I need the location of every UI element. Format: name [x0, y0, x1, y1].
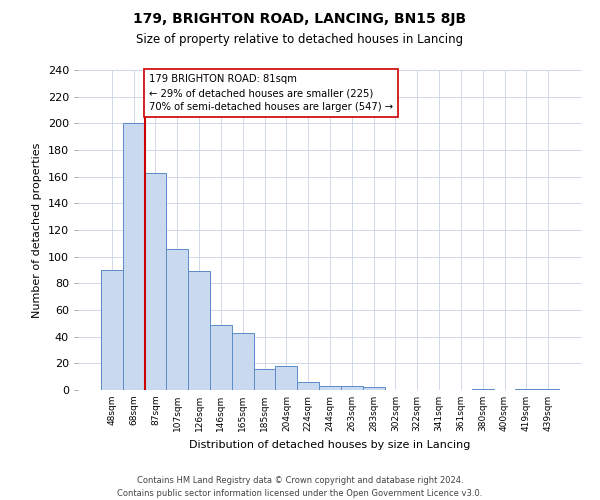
Bar	[254, 368, 275, 390]
Bar	[537, 388, 559, 390]
Bar	[472, 388, 494, 390]
Bar	[341, 386, 363, 390]
Bar	[363, 388, 385, 390]
Bar	[188, 272, 210, 390]
Bar	[297, 382, 319, 390]
Bar	[319, 386, 341, 390]
Bar	[166, 248, 188, 390]
Bar	[515, 388, 537, 390]
Bar	[145, 172, 166, 390]
Text: Size of property relative to detached houses in Lancing: Size of property relative to detached ho…	[136, 32, 464, 46]
Text: 179 BRIGHTON ROAD: 81sqm
← 29% of detached houses are smaller (225)
70% of semi-: 179 BRIGHTON ROAD: 81sqm ← 29% of detach…	[149, 74, 393, 112]
Bar	[232, 332, 254, 390]
Y-axis label: Number of detached properties: Number of detached properties	[32, 142, 42, 318]
Text: 179, BRIGHTON ROAD, LANCING, BN15 8JB: 179, BRIGHTON ROAD, LANCING, BN15 8JB	[133, 12, 467, 26]
Bar	[101, 270, 123, 390]
Bar	[275, 366, 297, 390]
Bar	[123, 124, 145, 390]
Bar	[210, 324, 232, 390]
Text: Contains HM Land Registry data © Crown copyright and database right 2024.
Contai: Contains HM Land Registry data © Crown c…	[118, 476, 482, 498]
X-axis label: Distribution of detached houses by size in Lancing: Distribution of detached houses by size …	[190, 440, 470, 450]
